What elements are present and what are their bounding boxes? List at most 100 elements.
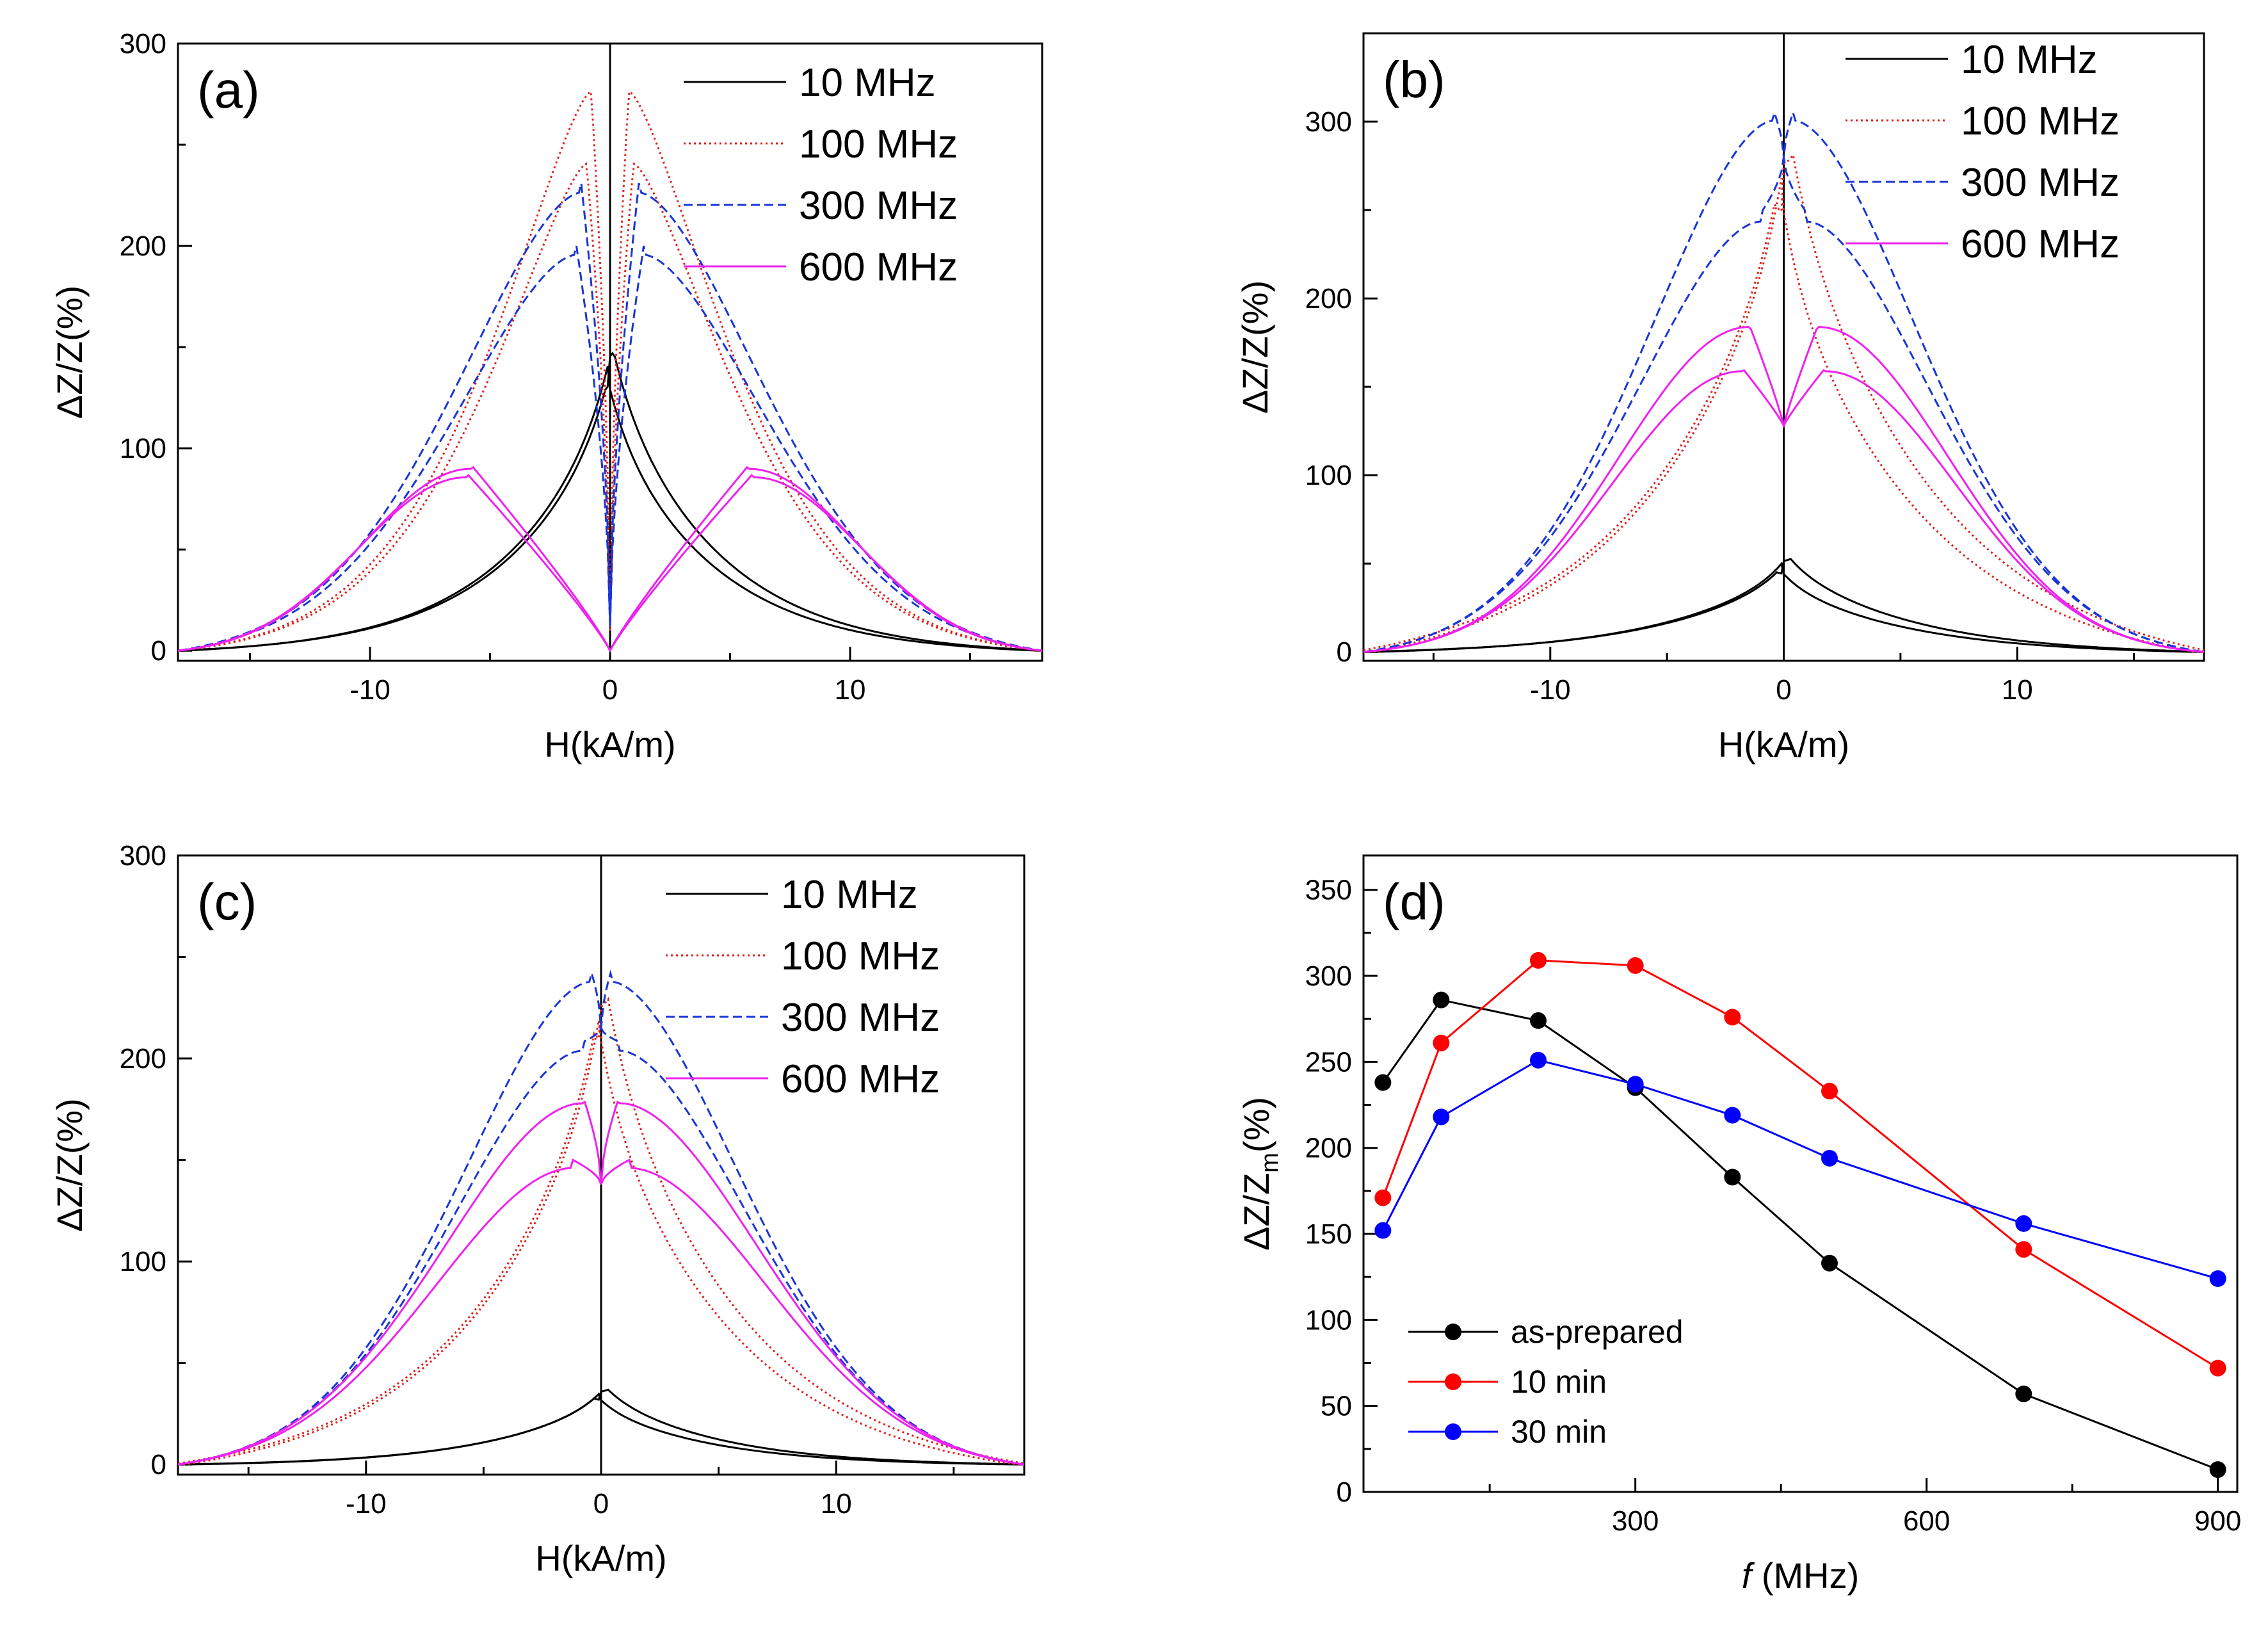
y-tick-label: 300 [120,840,166,871]
x-tick-label: 10 [821,1488,852,1519]
legend-label: 300 MHz [1961,161,2119,205]
series-line-600-mhz [177,1100,1025,1466]
curves [177,90,1043,653]
y-tick-label: 200 [1305,283,1352,314]
y-tick-label: 50 [1321,1391,1352,1422]
series-line [1382,999,2219,1471]
x-tick-label: -10 [346,1488,387,1519]
legend-label: 10 MHz [781,873,918,917]
y-tick-label: 0 [151,635,166,667]
series-line [1381,959,2219,1369]
series-line-10-mhz [178,1392,1024,1466]
data-point [1433,1034,1450,1051]
curves [177,969,1025,1466]
x-axis-label: H(kA/m) [544,724,675,765]
y-axis-label: ΔZ/Zm(%) [1236,1097,1283,1251]
series-line-300-mhz [177,182,1043,652]
data-point [1724,1169,1741,1186]
data-point [1627,957,1644,974]
legend-label: 30 min [1511,1414,1607,1450]
legend-label: 10 MHz [1961,38,2098,82]
legend-marker [1445,1373,1461,1390]
y-tick-label: 300 [1305,960,1352,992]
data-point [2209,1270,2226,1287]
data-point [1530,1012,1547,1029]
data-point [2015,1241,2032,1258]
x-tick-label: 0 [602,674,618,706]
y-tick-label: 100 [1305,1304,1352,1336]
y-tick-label: 0 [1337,1477,1352,1508]
legend-label: 600 MHz [799,245,958,289]
x-tick-label: 0 [593,1488,609,1519]
y-tick-label: 100 [120,433,166,464]
panel-d: 300 600 900 0 50 100 150 200 250 300 350 f (MHz) ΔZ/… [1236,854,2241,1596]
y-tick-label: 350 [1305,875,1352,906]
y-axis-label: ΔZ/Z(%) [1235,280,1275,414]
series-line-10-mhz [178,366,1042,652]
panel-label: (d) [1383,873,1445,930]
data-point [1821,1254,1838,1272]
legend-label: as-prepared [1511,1314,1684,1350]
x-tick-label: 300 [1612,1505,1659,1537]
x-axis-label: H(kA/m) [535,1538,666,1578]
series-line-100-mhz [177,90,1043,652]
y-tick-label: 100 [120,1246,166,1277]
series-line-600-mhz [1363,326,2205,653]
y-axis-label: ΔZ/Z(%) [49,1098,90,1231]
data-point [1530,952,1547,969]
x-tick-label: -10 [1530,674,1571,706]
y-tick-label: 250 [1305,1046,1352,1078]
y-tick-label: 150 [1305,1219,1352,1250]
y-tick-label: 300 [120,28,166,60]
legend-label: 10 min [1511,1364,1607,1400]
y-tick-label: 200 [120,231,166,262]
legend-label: 600 MHz [1961,222,2119,266]
x-tick-label: 0 [1776,674,1791,706]
x-tick-label: 900 [2194,1505,2241,1537]
data-point [1374,1189,1392,1206]
legend-marker [1445,1423,1461,1440]
data-point [1821,1083,1838,1100]
x-tick-label: 10 [835,674,866,706]
legend-label: 100 MHz [781,934,940,978]
legend-label: 600 MHz [781,1057,940,1101]
x-axis-label: H(kA/m) [1718,724,1849,765]
plot-frame [1362,854,2239,1493]
legend-label: 10 MHz [799,61,936,105]
data-point [1433,1108,1450,1126]
panel-label: (b) [1383,51,1445,108]
y-tick-label: 100 [1305,460,1352,491]
data-point [2015,1385,2032,1402]
legend-label: 100 MHz [799,122,958,166]
legend-marker [1445,1324,1461,1340]
data-point [1724,1008,1741,1026]
panel-label: (a) [197,61,260,118]
data-point [2209,1359,2226,1377]
data-point [1374,1222,1392,1239]
y-tick-label: 0 [151,1449,166,1480]
series-line [1381,1059,2219,1280]
data-point [1724,1106,1741,1124]
series-line-10-mhz [1363,562,2204,653]
data-point [2209,1461,2226,1478]
x-tick-label: 10 [2002,674,2033,706]
series-line-300-mhz [1363,109,2205,653]
y-axis-label: ΔZ/Z(%) [49,286,90,419]
y-tick-label: 300 [1305,106,1352,138]
panel-label: (c) [197,873,257,930]
curves [1363,109,2205,653]
series-line-600-mhz [177,466,1043,653]
data-point [1821,1149,1838,1167]
x-axis-label: f (MHz) [1742,1555,1860,1596]
legend-label: 300 MHz [781,996,940,1040]
y-tick-label: 0 [1337,636,1352,668]
y-tick-label: 200 [120,1043,166,1074]
data-point [2015,1215,2032,1232]
data-point [1627,1076,1644,1093]
data-point [1433,991,1450,1008]
legend-label: 100 MHz [1961,99,2119,143]
